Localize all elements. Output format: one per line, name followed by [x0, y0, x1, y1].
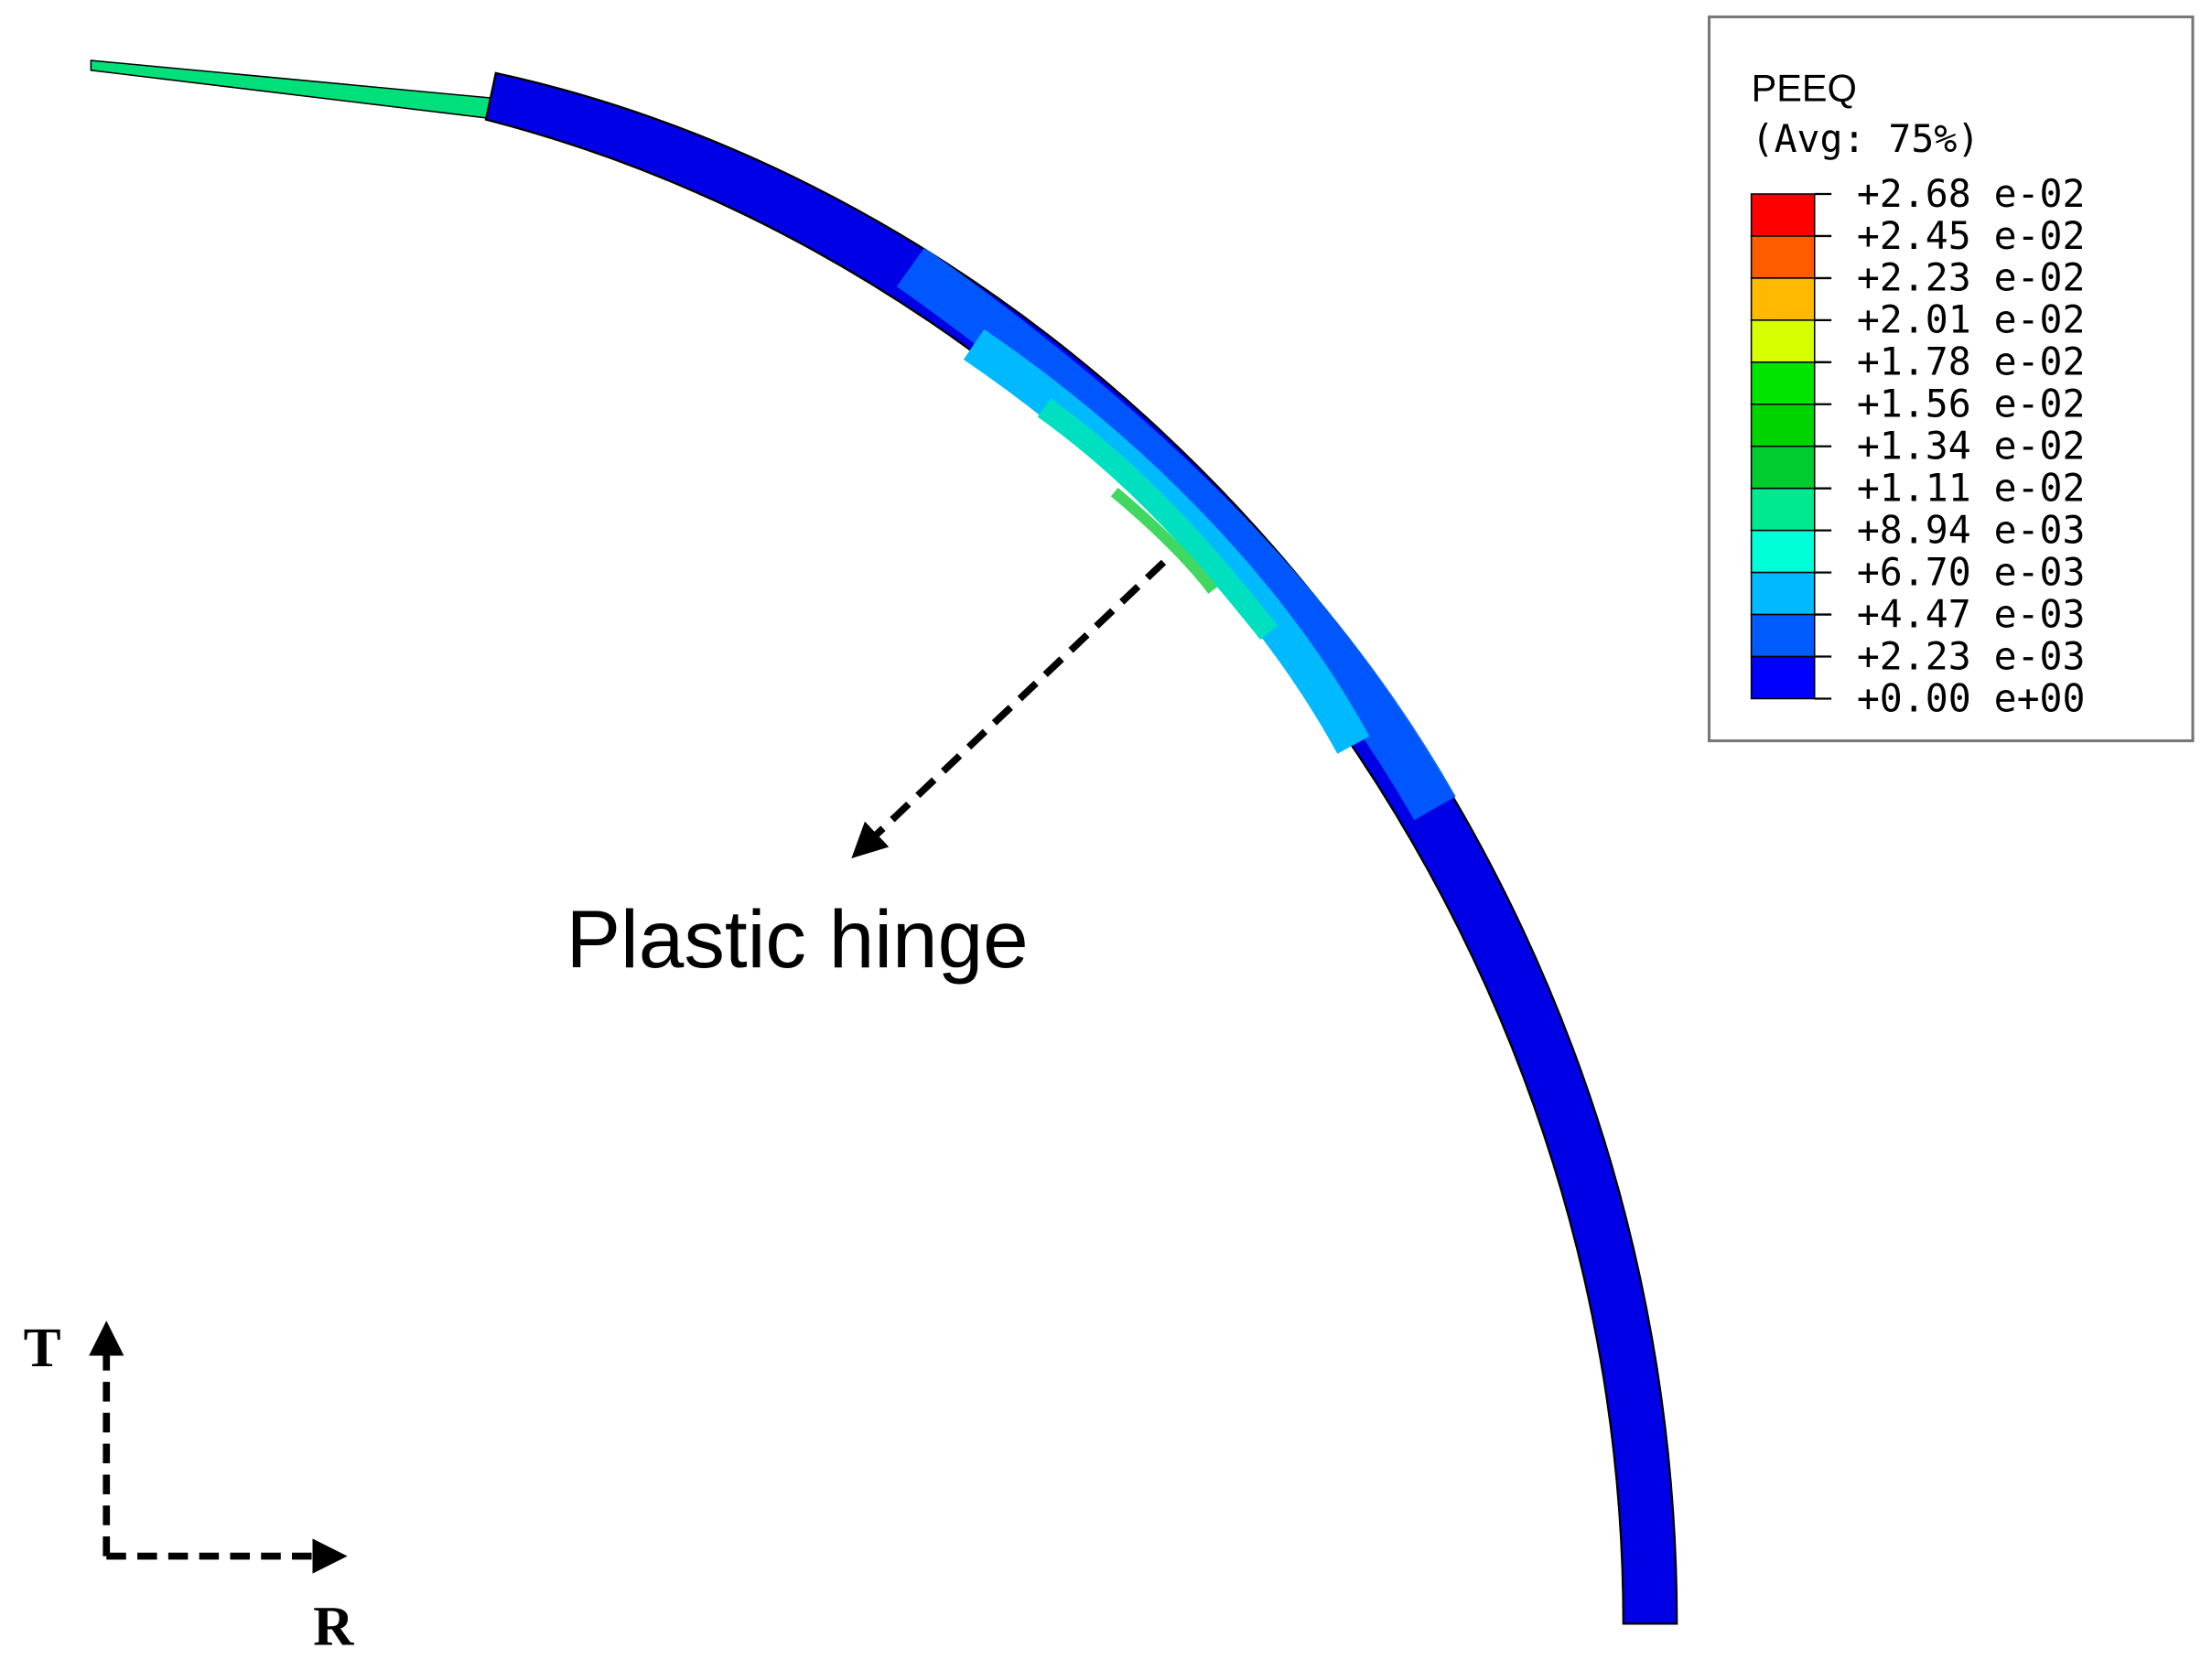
legend-swatch — [1750, 487, 1816, 532]
legend-swatch — [1750, 613, 1816, 658]
legend-swatch — [1750, 445, 1816, 490]
legend-label: +4.47 e-03 — [1857, 592, 2086, 636]
legend-label: +1.78 e-02 — [1857, 340, 2086, 384]
legend-label: +6.70 e-03 — [1857, 550, 2086, 594]
legend-label: +0.00 e+00 — [1857, 676, 2086, 720]
legend: PEEQ (Avg: 75%) +2.68 e-02+2.45 e-02+2.2… — [1707, 15, 2195, 743]
legend-label: +1.11 e-02 — [1857, 467, 2086, 511]
legend-swatch — [1750, 529, 1816, 574]
legend-label: +8.94 e-03 — [1857, 508, 2086, 552]
legend-label: +2.45 e-02 — [1857, 214, 2086, 258]
legend-swatch — [1750, 404, 1816, 447]
shell — [484, 71, 1678, 1625]
flange — [90, 59, 497, 119]
hinge-arrow — [851, 559, 1167, 859]
legend-label: +1.34 e-02 — [1857, 425, 2086, 469]
legend-swatch — [1750, 193, 1816, 237]
hinge-zone-core — [1110, 487, 1218, 594]
legend-label: +2.68 e-02 — [1857, 172, 2086, 216]
legend-label: +2.01 e-02 — [1857, 298, 2086, 342]
legend-swatch — [1750, 277, 1816, 321]
legend-swatch — [1750, 361, 1816, 405]
legend-swatch — [1750, 655, 1816, 700]
legend-label: +2.23 e-03 — [1857, 634, 2086, 678]
t-label: T — [24, 1317, 61, 1379]
legend-swatch — [1750, 319, 1816, 363]
hinge-zone-inner — [1037, 398, 1279, 640]
legend-subtitle: (Avg: 75%) — [1752, 117, 1980, 161]
hinge-zone-outer — [896, 247, 1456, 821]
legend-label: +2.23 e-02 — [1857, 256, 2086, 300]
legend-label: +1.56 e-02 — [1857, 382, 2086, 426]
r-label: R — [313, 1595, 354, 1657]
legend-swatch — [1750, 235, 1816, 279]
annotation: Plastic hinge — [566, 893, 1029, 985]
legend-swatch — [1750, 571, 1816, 616]
legend-title: PEEQ — [1752, 67, 1857, 110]
